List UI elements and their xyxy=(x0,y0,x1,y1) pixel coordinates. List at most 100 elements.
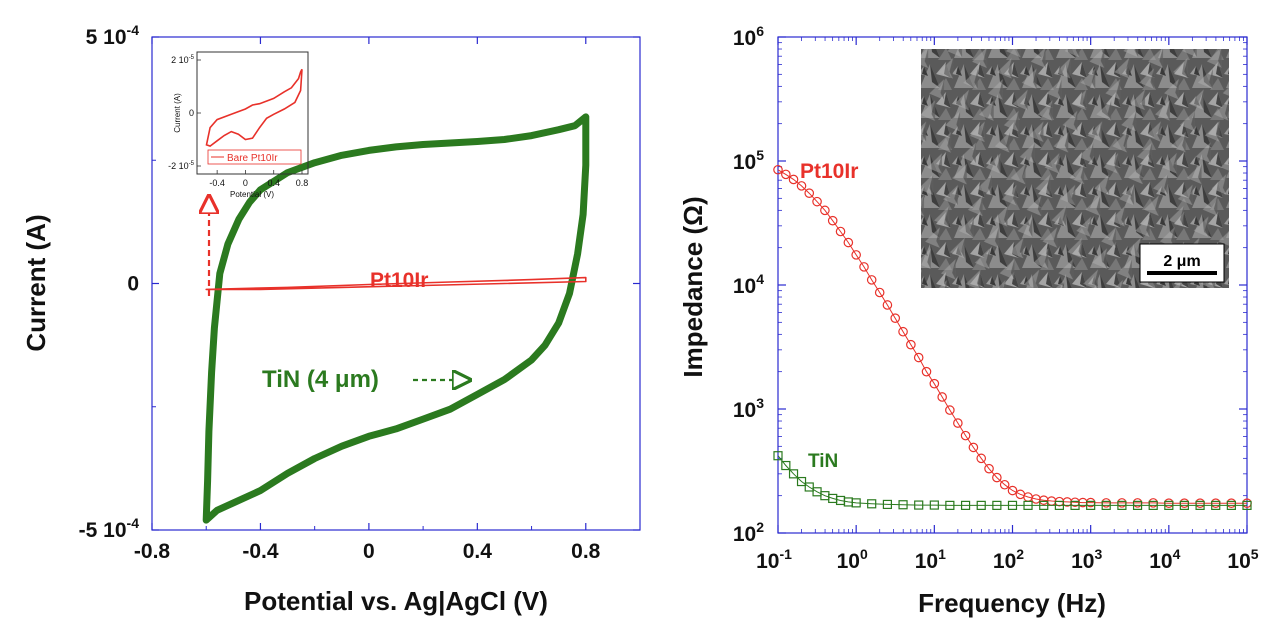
tin-impedance-point xyxy=(1132,500,1143,510)
inset-legend-box xyxy=(207,149,302,165)
pt10ir-impedance-point xyxy=(835,226,846,237)
inset-legend-label: Bare Pt10Ir xyxy=(227,153,278,164)
pt10ir-impedance-point xyxy=(812,196,822,207)
pt10ir-impedance-point xyxy=(843,237,854,248)
tin-impedance-point xyxy=(1023,500,1033,510)
pt10ir-impedance-point xyxy=(992,472,1002,483)
tin-impedance-point xyxy=(1211,500,1221,510)
inset-x-tick-label: 0.4 xyxy=(267,178,280,188)
tin-impedance-point xyxy=(1148,500,1158,510)
pt10ir-impedance-point xyxy=(882,300,893,310)
impedance-x-tick-label: 104 xyxy=(1149,546,1180,573)
cv-x-axis-label: Potential vs. Ag|AgCl (V) xyxy=(244,586,548,616)
inset-x-tick-label: -0.4 xyxy=(209,178,225,188)
tin-impedance-point xyxy=(1242,500,1252,510)
tin-impedance-point xyxy=(1195,500,1205,510)
cv-x-tick-label: -0.4 xyxy=(242,540,279,563)
tin-cv-loop xyxy=(202,113,590,524)
tin-impedance-point xyxy=(1226,500,1236,510)
impedance-x-tick-label: 10-1 xyxy=(756,546,792,573)
impedance-tick-labels: 10-1 100 101 102 103 104 105 102 103 104 105 106 xyxy=(733,23,1259,573)
tin-impedance-point xyxy=(1164,500,1174,510)
impedance-x-axis-label: Frequency (Hz) xyxy=(918,588,1106,618)
cv-x-tick-label: 0.8 xyxy=(571,540,601,563)
pt10ir-impedance-point xyxy=(953,418,963,428)
pt10ir-impedance-point xyxy=(999,479,1010,490)
cv-y-tick-label: -5 10-4 xyxy=(79,515,140,542)
pt10ir-impedance-point xyxy=(984,463,994,474)
pt10ir-impedance-point xyxy=(890,313,901,323)
pt10ir-impedance-point xyxy=(827,215,838,226)
pt10ir-impedance-point xyxy=(898,326,908,337)
cv-tick-labels: -0.8 -0.4 0 0.4 0.8 -5 10-4 0 5 10-4 xyxy=(79,22,601,563)
cv-series-group xyxy=(202,113,590,524)
pt10ir-impedance-point xyxy=(866,275,877,285)
impedance-x-tick-label: 105 xyxy=(1227,546,1258,573)
pt10ir-cv-loop xyxy=(205,276,587,291)
cv-x-tick-label: 0 xyxy=(363,540,375,563)
bare-pt10ir-inset: -0.4 0 0.4 0.82 10-50-2 10-5 Potential (V) … xyxy=(168,51,309,199)
pt10ir-impedance-point xyxy=(968,442,979,453)
impedance-tin-annotation: TiN xyxy=(808,451,838,472)
inset-y-tick-label: -2 10-5 xyxy=(168,161,195,171)
impedance-pt10ir-annotation: Pt10Ir xyxy=(800,160,858,183)
scale-bar-box xyxy=(1139,243,1225,283)
pt10ir-impedance-point xyxy=(781,169,791,180)
tin-impedance-point xyxy=(992,500,1002,510)
tin-impedance-point xyxy=(1086,500,1096,510)
tin-impedance-point xyxy=(773,451,783,461)
pt10ir-impedance-point xyxy=(929,378,940,389)
tin-impedance-point xyxy=(796,476,807,487)
tin-impedance-line xyxy=(777,455,1247,506)
pt10ir-impedance-point xyxy=(788,174,799,185)
pt10ir-impedance-point xyxy=(945,405,955,415)
tin-impedance-point xyxy=(960,500,971,510)
cv-y-tick-label: 5 10-4 xyxy=(86,22,140,49)
tin-impedance-point xyxy=(1101,500,1111,510)
impedance-y-tick-label: 102 xyxy=(733,519,764,546)
pt10ir-impedance-point xyxy=(874,287,885,298)
tin-impedance-point xyxy=(945,500,955,510)
inset-x-tick-label: 0 xyxy=(243,178,248,188)
tin-impedance-point xyxy=(929,500,939,510)
tin-impedance-point xyxy=(804,482,814,492)
tin-impedance-point xyxy=(1054,500,1064,510)
cv-pt10ir-annotation: Pt10Ir xyxy=(370,269,428,292)
impedance-y-tick-label: 104 xyxy=(733,271,764,298)
pt10ir-impedance-point xyxy=(913,352,924,363)
tin-impedance-point xyxy=(1007,500,1018,510)
cv-tin-annotation: TiN (4 μm) xyxy=(262,366,379,393)
inset-y-tick-label: 0 xyxy=(189,108,194,118)
inset-y-tick-label: 2 10-5 xyxy=(171,55,195,65)
pt10ir-impedance-point xyxy=(921,366,932,377)
tin-impedance-point xyxy=(976,500,986,510)
impedance-x-tick-label: 102 xyxy=(993,546,1024,573)
tin-impedance-point xyxy=(1070,500,1080,510)
tin-impedance-point xyxy=(914,500,924,510)
impedance-x-tick-label: 100 xyxy=(837,546,868,573)
cv-x-tick-label: -0.8 xyxy=(134,540,171,563)
pt10ir-impedance-point xyxy=(796,181,807,191)
cv-y-tick-label: 0 xyxy=(127,273,139,296)
inset-x-axis-label: Potential (V) xyxy=(230,190,274,199)
pt10ir-impedance-point xyxy=(1007,485,1018,496)
impedance-y-tick-label: 103 xyxy=(733,395,764,422)
cv-chart: -0.8 -0.4 0 0.4 0.8 -5 10-4 0 5 10-4 Potential … xyxy=(21,22,641,616)
pt10ir-impedance-point xyxy=(804,188,815,198)
inset-axis-ticks xyxy=(197,59,303,174)
tin-impedance-point xyxy=(788,469,799,479)
inset-tick-labels: -0.4 0 0.4 0.8 2 10-5 0 -2 10-5 xyxy=(168,55,308,188)
pt10ir-impedance-point xyxy=(859,262,869,272)
tin-impedance-point xyxy=(781,460,791,471)
cv-axis-ticks xyxy=(151,36,640,531)
cv-y-axis-label: Current (A) xyxy=(21,214,51,351)
pt10ir-impedance-point xyxy=(820,205,830,216)
tin-impedance-point xyxy=(851,498,861,508)
pt10ir-impedance-point xyxy=(937,392,947,402)
impedance-x-tick-label: 103 xyxy=(1071,546,1102,573)
impedance-y-tick-label: 106 xyxy=(733,23,764,50)
impedance-series-group xyxy=(773,164,1252,510)
tin-impedance-point xyxy=(1039,500,1049,510)
inset-y-axis-label: Current (A) xyxy=(173,93,182,133)
